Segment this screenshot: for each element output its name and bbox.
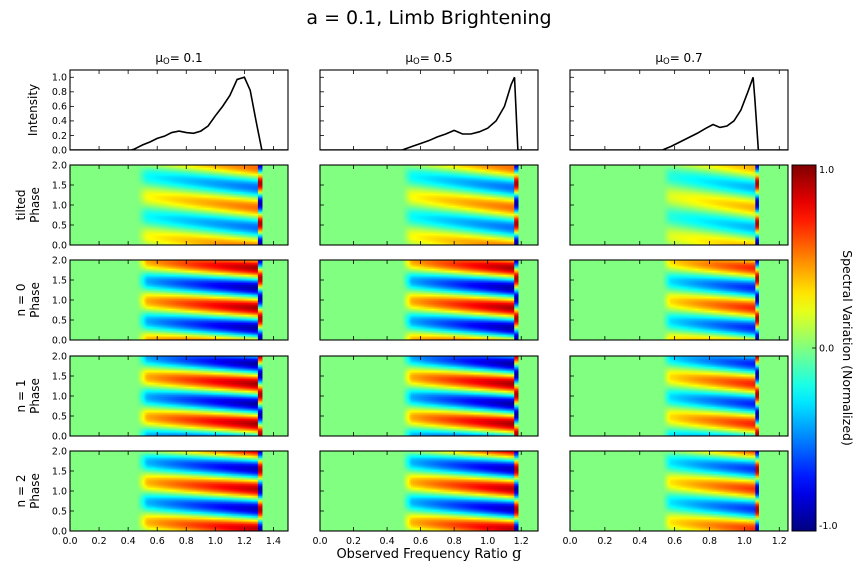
heatmap-cells	[137, 260, 263, 341]
panel-r3-c1: 0.00.51.01.52.0	[52, 255, 288, 346]
row-label-2: Phase	[28, 187, 42, 223]
row-label-4: Phase	[28, 378, 42, 414]
y-tick-label: 0.0	[52, 145, 67, 156]
row-label-3: Phase	[28, 282, 42, 318]
panel-r2-c1: 0.0 0.5 1.0 1.5 2.0	[52, 160, 288, 251]
row-sublabel-3: n = 0	[14, 284, 28, 317]
panel-r1-c1: 0.0 0.2 0.4 0.6 0.8 1.0	[52, 70, 288, 156]
y-tick-label: 1.5	[52, 180, 67, 191]
y-tick-label: 1.0	[52, 200, 67, 211]
row-label-5: Phase	[28, 473, 42, 509]
y-tick-label: 0.8	[52, 87, 67, 98]
y-tick-label: 0.6	[52, 102, 67, 113]
column-label-3: μO= 0.7	[655, 51, 702, 67]
row-sublabel-4: n = 1	[14, 380, 28, 413]
y-tick-label: 0.5	[52, 220, 67, 231]
column-label-1: μO= 0.1	[155, 51, 202, 67]
heatmap-cells	[137, 165, 263, 246]
y-tick-label: 0.0	[52, 240, 67, 251]
row-sublabel-2: tilted	[14, 189, 28, 220]
panel-frame	[70, 70, 288, 150]
y-tick-label: 2.0	[52, 160, 67, 171]
y-tick-label: 1.0	[52, 73, 67, 84]
row-label-1: Intensity	[26, 84, 40, 136]
row-sublabel-5: n = 2	[14, 475, 28, 508]
y-tick-label: 0.2	[52, 131, 67, 142]
y-tick-label: 0.4	[52, 116, 67, 127]
intensity-line	[70, 77, 288, 150]
figure-title: a = 0.1, Limb Brightening	[306, 7, 551, 29]
column-label-2: μO= 0.5	[405, 51, 452, 67]
